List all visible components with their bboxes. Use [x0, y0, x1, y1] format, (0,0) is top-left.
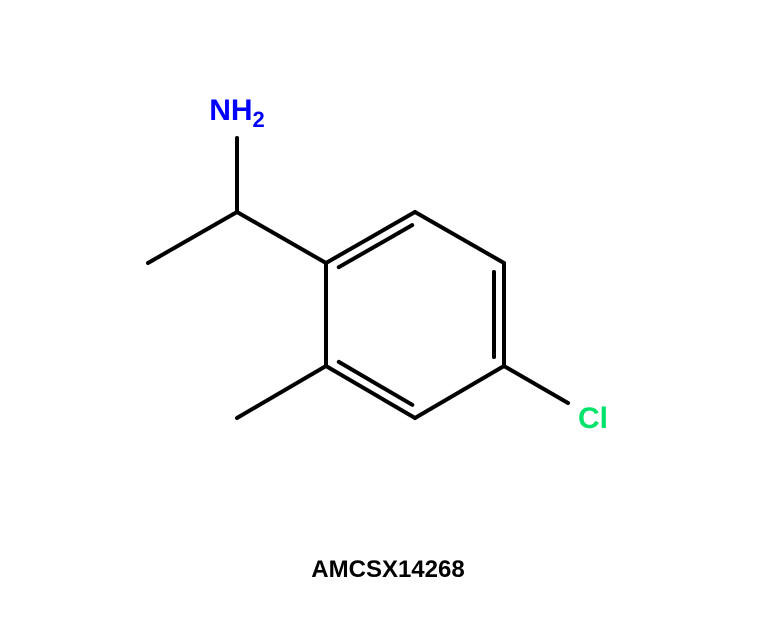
- bond-line: [237, 212, 326, 263]
- bond-line: [339, 362, 412, 405]
- bond-line: [148, 212, 237, 263]
- atom-label-nh2: NH2: [209, 94, 265, 132]
- bond-line: [326, 212, 415, 263]
- bond-line: [415, 366, 504, 418]
- diagram-canvas: NH2 Cl AMCSX14268: [0, 0, 776, 630]
- compound-id-label: AMCSX14268: [0, 556, 776, 584]
- labels-group: NH2 Cl: [209, 94, 608, 435]
- bond-line: [339, 225, 412, 267]
- atom-label-cl: Cl: [578, 402, 608, 435]
- bonds-group: [148, 138, 568, 418]
- bond-line: [504, 366, 568, 403]
- bond-line: [415, 212, 504, 263]
- bond-line: [326, 366, 415, 418]
- bond-line: [237, 366, 326, 418]
- molecule-svg: NH2 Cl: [0, 0, 776, 630]
